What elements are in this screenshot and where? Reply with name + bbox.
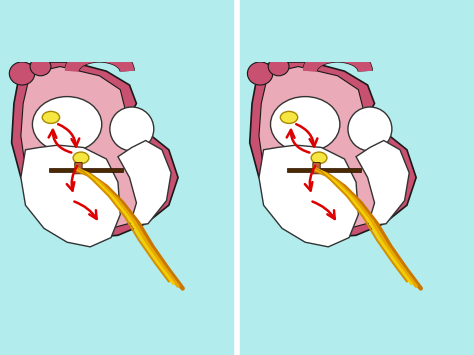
- Ellipse shape: [271, 97, 340, 152]
- Ellipse shape: [9, 62, 35, 85]
- Ellipse shape: [348, 107, 392, 151]
- Polygon shape: [250, 62, 416, 237]
- Ellipse shape: [32, 97, 102, 152]
- Polygon shape: [287, 168, 361, 173]
- FancyBboxPatch shape: [75, 163, 82, 174]
- Polygon shape: [49, 168, 123, 173]
- Polygon shape: [118, 141, 171, 226]
- Polygon shape: [12, 62, 178, 237]
- Ellipse shape: [30, 57, 51, 76]
- Ellipse shape: [311, 152, 327, 164]
- Ellipse shape: [247, 62, 273, 85]
- FancyBboxPatch shape: [313, 163, 320, 174]
- Polygon shape: [259, 66, 402, 228]
- Ellipse shape: [268, 57, 289, 76]
- Ellipse shape: [73, 152, 89, 164]
- Ellipse shape: [110, 107, 154, 151]
- Ellipse shape: [280, 111, 298, 124]
- Polygon shape: [21, 66, 164, 228]
- Polygon shape: [21, 145, 120, 247]
- Polygon shape: [259, 145, 358, 247]
- Polygon shape: [356, 141, 409, 226]
- Ellipse shape: [42, 111, 60, 124]
